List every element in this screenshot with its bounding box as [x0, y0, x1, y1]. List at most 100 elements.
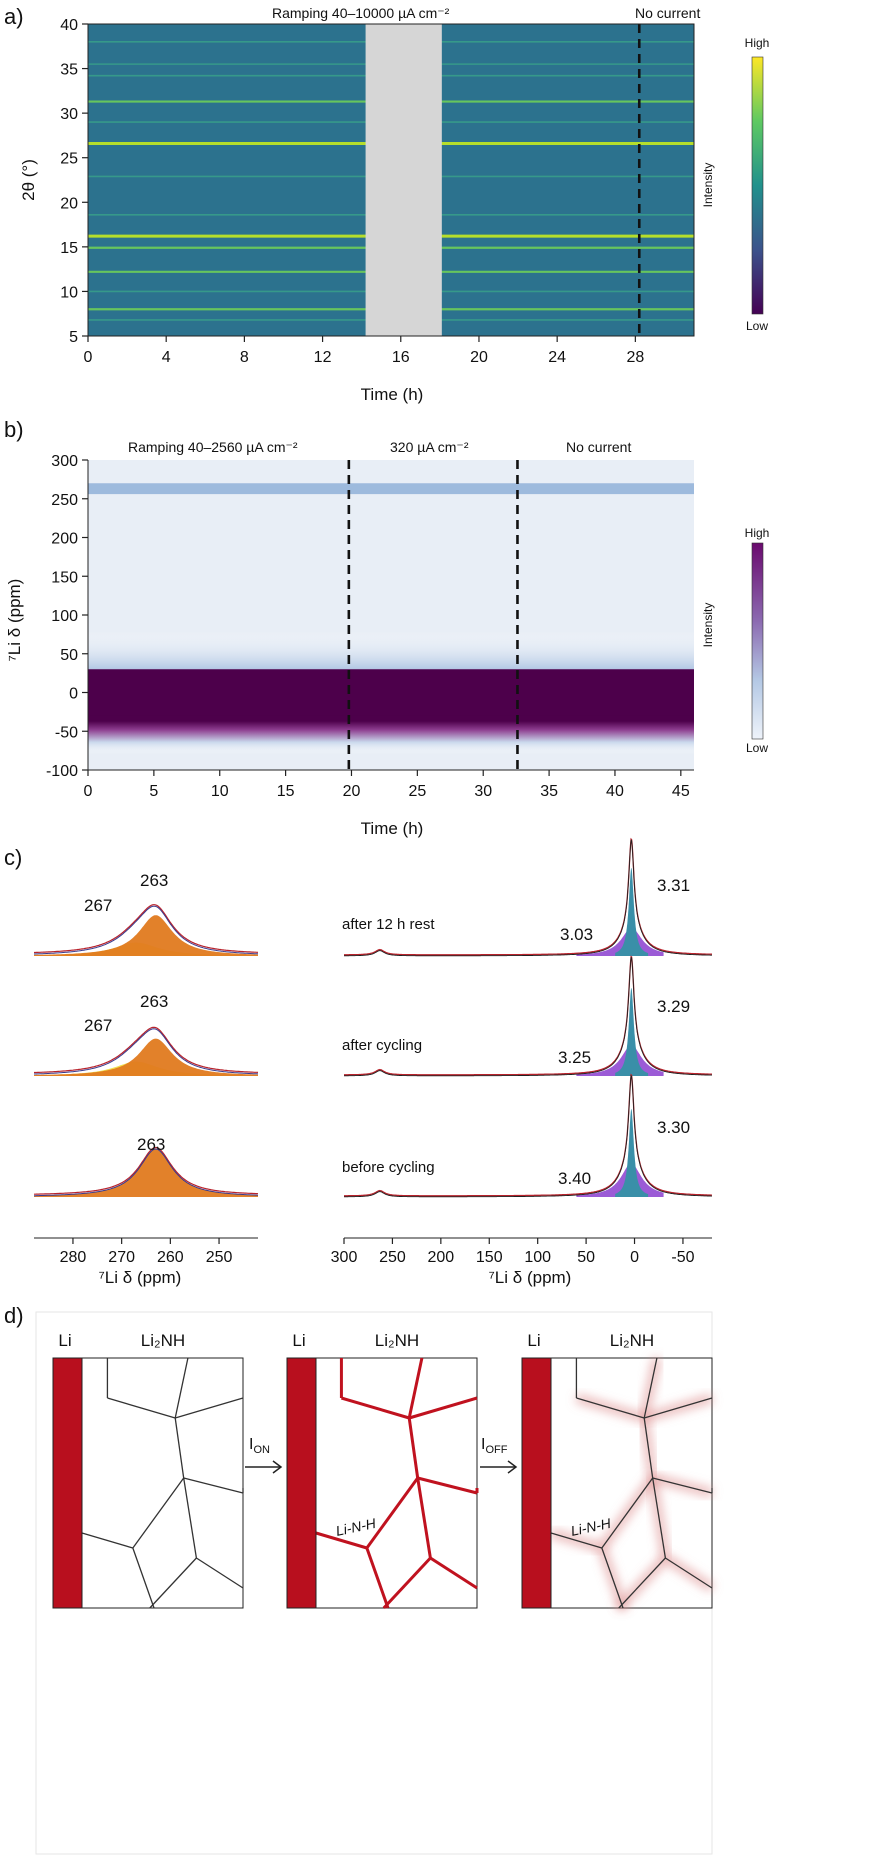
- panel-d-label: d): [4, 1303, 24, 1328]
- current-subscript: OFF: [485, 1444, 507, 1456]
- fit-envelope: [34, 1146, 259, 1195]
- grain-boundary: [429, 1556, 478, 1590]
- x-tick-label: 280: [60, 1249, 87, 1266]
- current-symbol: I: [249, 1436, 253, 1453]
- y-axis-ticks: 5 10 15 20 25 30 35 40: [60, 17, 88, 346]
- x-tick-label: 28: [626, 349, 644, 366]
- x-tick-label: 40: [606, 783, 624, 800]
- grain-boundary: [417, 1476, 478, 1495]
- condition-label: before cycling: [342, 1159, 435, 1176]
- lithium-electrode: [286, 1357, 317, 1609]
- nmr-heatmap: [87, 460, 694, 771]
- x-tick-label: 4: [162, 349, 171, 366]
- grain-boundary: [644, 1397, 713, 1419]
- panel-c-label: c): [4, 845, 22, 870]
- peak-label: 267: [84, 896, 112, 915]
- experimental-spectrum: [34, 1028, 259, 1075]
- y-tick-label: 150: [51, 569, 78, 586]
- y-tick-label: 35: [60, 62, 78, 79]
- x-tick-label: 35: [540, 783, 558, 800]
- grain-boundary: [196, 1557, 244, 1589]
- y-axis-label: 2θ (°): [19, 159, 38, 201]
- experimental-spectrum: [34, 1148, 259, 1197]
- x-tick-label: 30: [474, 783, 492, 800]
- narrow-component: [615, 868, 649, 956]
- current-off-label: IOFF: [481, 1436, 508, 1456]
- y-tick-label: 25: [60, 151, 78, 168]
- y-tick-label: 50: [60, 647, 78, 664]
- panel-a-label: a): [4, 4, 24, 29]
- electrolyte-label: Li₂NH: [375, 1331, 419, 1350]
- grain-boundary: [550, 1532, 603, 1549]
- lithium-label: Li: [58, 1331, 71, 1350]
- x-tick-label: 15: [277, 783, 295, 800]
- grain-boundary: [174, 1357, 189, 1419]
- x-tick-label: 50: [577, 1249, 595, 1266]
- colorbar: [751, 56, 764, 315]
- x-axis-ticks: 280 270 260 250: [34, 1237, 258, 1266]
- x-tick-label: 150: [476, 1249, 503, 1266]
- current-subscript: ON: [253, 1444, 270, 1456]
- panel-b: b) Ramping 40–2560 µA cm⁻² 320 µA cm⁻² N…: [4, 417, 769, 838]
- y-tick-label: -100: [46, 763, 78, 780]
- grain-boundary: [132, 1547, 155, 1609]
- peak-label: 3.03: [560, 925, 593, 944]
- condition-label: after cycling: [342, 1037, 422, 1054]
- ramp-annotation: Ramping 40–2560 µA cm⁻²: [128, 439, 298, 455]
- grain-boundary: [407, 1357, 424, 1419]
- x-axis-label: ⁷Li δ (ppm): [99, 1268, 182, 1287]
- colorbar-high-label: High: [745, 526, 770, 540]
- y-tick-label: 40: [60, 17, 78, 34]
- y-axis-ticks: -100 -50 0 50 100 150 200 250 300: [46, 453, 88, 780]
- plot-frame: [87, 23, 695, 337]
- grain-boundary: [618, 1557, 666, 1609]
- grain-boundary: [416, 1477, 432, 1559]
- peak-label: 3.31: [657, 876, 690, 895]
- fit-component-263: [34, 1149, 258, 1197]
- y-tick-label: 250: [51, 492, 78, 509]
- grain-boundary: [652, 1477, 667, 1559]
- grain-boundary: [408, 1396, 478, 1420]
- x-tick-label: 45: [672, 783, 690, 800]
- y-tick-label: 30: [60, 106, 78, 123]
- y-tick-label: 200: [51, 531, 78, 548]
- grain-boundary: [643, 1417, 654, 1479]
- experimental-spectrum: [344, 1074, 712, 1198]
- x-tick-label: 10: [211, 783, 229, 800]
- xrd-heatmap: [87, 23, 695, 337]
- x-axis-ticks: 0 5 10 15 20 25 30 35 40 45: [84, 770, 690, 800]
- experimental-spectrum: [344, 956, 712, 1077]
- peak-label: 3.30: [657, 1118, 690, 1137]
- grain-boundary: [665, 1557, 713, 1589]
- x-tick-label: 25: [408, 783, 426, 800]
- grain-boundary: [183, 1477, 198, 1559]
- lithium-electrode: [521, 1357, 552, 1609]
- y-tick-label: 20: [60, 195, 78, 212]
- x-tick-label: 250: [206, 1249, 233, 1266]
- y-tick-label: 15: [60, 240, 78, 257]
- x-tick-label: 0: [630, 1249, 639, 1266]
- panel-c: c) 267 263 267 263 263 after 12 h rest a…: [4, 837, 712, 1287]
- peak-label: 263: [140, 992, 168, 1011]
- y-tick-label: 0: [69, 686, 78, 703]
- x-axis-label: Time (h): [361, 385, 424, 404]
- narrow-component: [615, 988, 649, 1076]
- grain-boundary: [175, 1397, 244, 1419]
- narrow-component: [615, 1109, 649, 1197]
- broad-component: [576, 1163, 664, 1197]
- fit-component-263: [34, 915, 258, 956]
- x-tick-label: 5: [149, 783, 158, 800]
- grain-boundary: [365, 1547, 390, 1609]
- metal-signal-band: [88, 669, 694, 716]
- x-axis-ticks: 0 4 8 12 16 20 24 28: [84, 336, 644, 366]
- x-axis-label: Time (h): [361, 819, 424, 838]
- lithium-label: Li: [527, 1331, 540, 1350]
- fit-component-263: [34, 1038, 258, 1076]
- colorbar-low-label: Low: [746, 319, 768, 333]
- colorbar-title: Intensity: [701, 163, 715, 208]
- y-axis-label: ⁷Li δ (ppm): [5, 579, 24, 662]
- x-tick-label: 250: [379, 1249, 406, 1266]
- x-tick-label: 20: [343, 783, 361, 800]
